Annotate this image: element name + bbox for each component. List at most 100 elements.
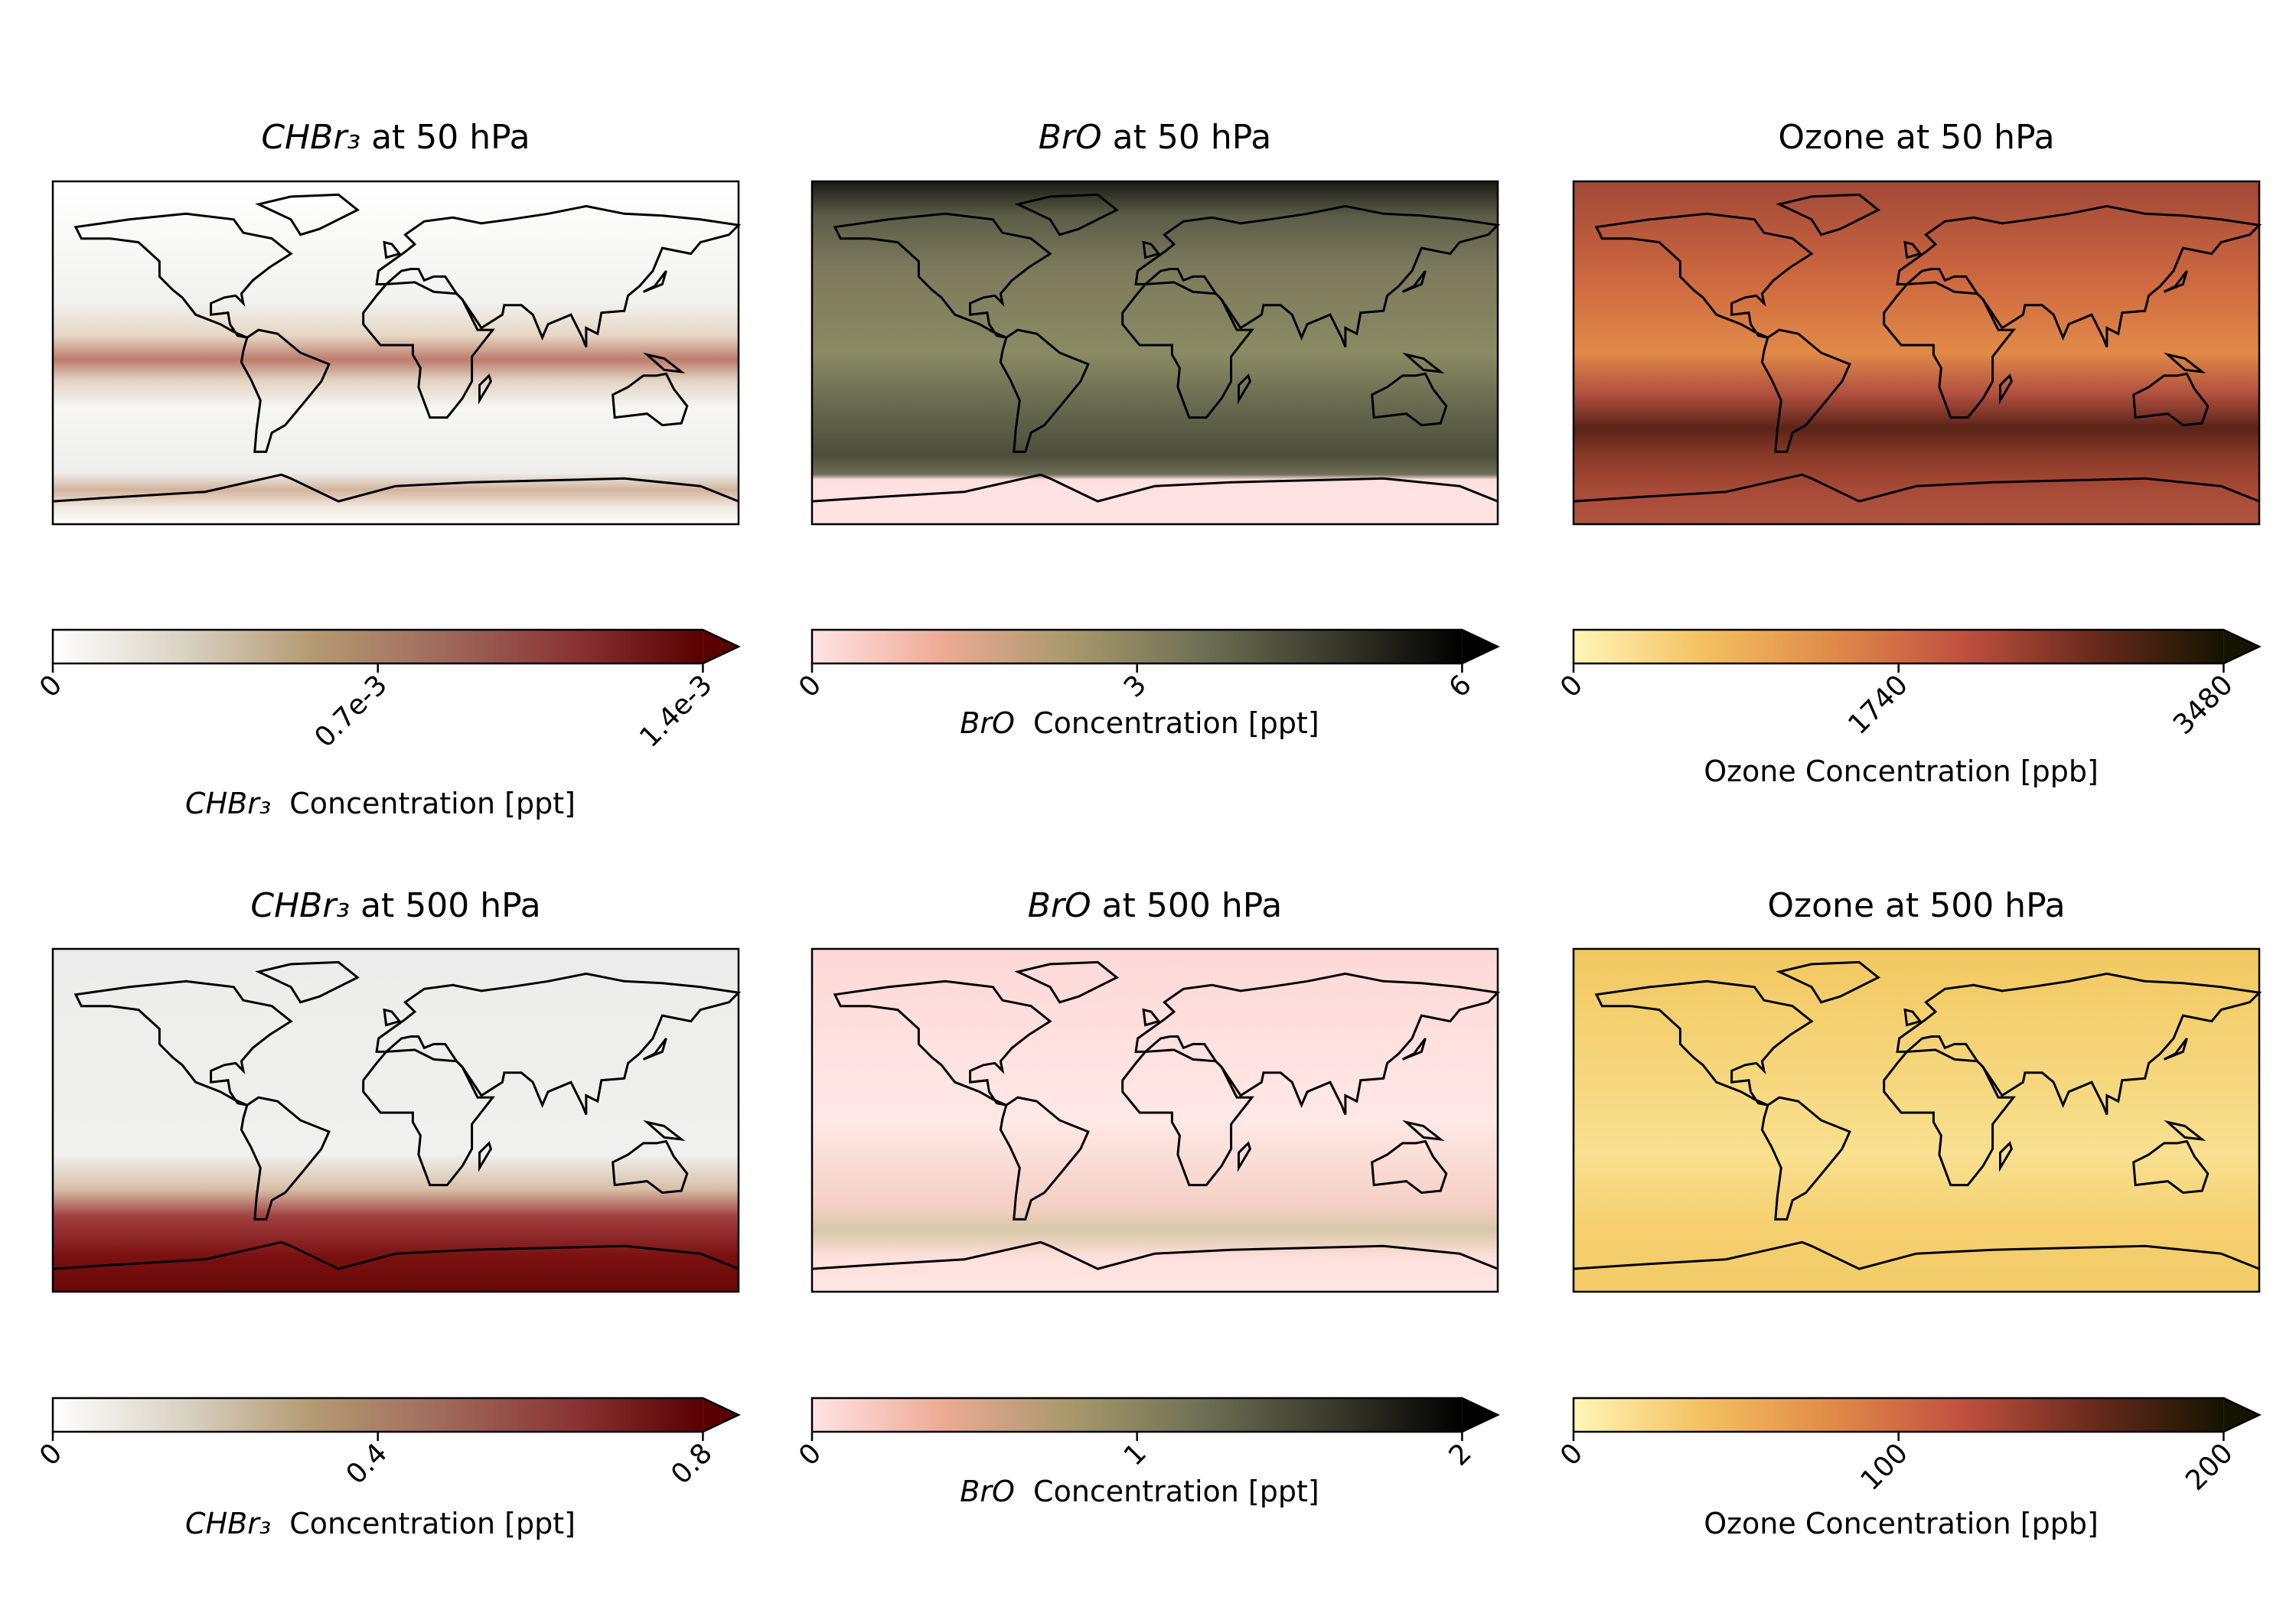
- colorbar-frame: [1572, 628, 2262, 665]
- colorbar-extension: [703, 1398, 739, 1432]
- colorbar-label-text: Concentration [ppt]: [289, 1507, 576, 1540]
- colorbar-tick-label: 200: [2180, 1437, 2239, 1497]
- colorbar-label-species: Ozone: [1704, 755, 1796, 788]
- colorbar-label-text: Concentration [ppt]: [1033, 1475, 1319, 1508]
- colorbar-extension: [1462, 1398, 1498, 1432]
- coastline: [612, 1139, 689, 1195]
- colorbar-label-text: Concentration [ppt]: [289, 787, 576, 820]
- coastline: [1594, 212, 1814, 339]
- colorbar-label-species: BrO: [960, 706, 1015, 740]
- coastline: [1903, 240, 1923, 259]
- colorbar-extension: [2223, 630, 2259, 663]
- colorbar-label-species: CHBr₃: [185, 1507, 271, 1540]
- map-frame: [1572, 180, 2261, 526]
- map-field: [53, 181, 739, 524]
- coastline: [52, 473, 739, 503]
- panel-title: CHBr₃ at 50 hPa: [261, 118, 530, 157]
- colorbar-tick-label: 0.7e-3: [309, 669, 394, 754]
- coastline: [1760, 328, 1851, 453]
- coastline: [1999, 1141, 2014, 1172]
- colorbar-label: Ozone Concentration [ppb]: [1704, 1507, 2099, 1540]
- map-frame: [51, 180, 740, 526]
- coastline: [478, 1141, 493, 1172]
- colorbar: [53, 630, 703, 663]
- coastline: [1999, 373, 2014, 405]
- title-text: at 50 hPa: [1113, 118, 1272, 157]
- panel: CHBr₃ at 50 hPa 0 0.7e-3 1.4e-3 CHBr₃ Concen…: [34, 118, 742, 820]
- coastline: [2132, 1139, 2210, 1195]
- coastline: [1134, 204, 1501, 348]
- colorbar-frame: [1572, 1397, 2262, 1433]
- coastline: [1371, 372, 1448, 427]
- panel: CHBr₃ at 500 hPa 0 0.4 0.8 CHBr₃ Concentrati…: [34, 886, 742, 1540]
- coastline: [1776, 960, 1880, 1004]
- colorbar-tick-label: 0: [793, 1437, 827, 1472]
- coastline: [73, 212, 293, 339]
- title-text: at 500 hPa: [1885, 886, 2066, 925]
- colorbar-tick-label: 100: [1854, 1437, 1914, 1497]
- panel-title: CHBr₃ at 500 hPa: [250, 886, 540, 925]
- title-species: Ozone: [1778, 118, 1885, 157]
- title-species: BrO: [1039, 118, 1102, 157]
- coastline: [2164, 352, 2206, 373]
- panel: Ozone at 50 hPa 0 1740 3480 Ozone Concentrat…: [1554, 118, 2262, 788]
- colorbar: [1574, 630, 2224, 663]
- coastline: [1896, 972, 2262, 1116]
- title-species: CHBr₃: [250, 886, 350, 925]
- panel-title: Ozone at 500 hPa: [1767, 886, 2065, 925]
- panel-title: Ozone at 50 hPa: [1778, 118, 2054, 157]
- title-text: at 50 hPa: [371, 118, 530, 157]
- colorbar-label-species: CHBr₃: [185, 787, 271, 820]
- colorbar-label: CHBr₃ Concentration [ppt]: [185, 1507, 576, 1540]
- coastline: [375, 972, 742, 1116]
- coastline: [811, 1240, 1499, 1270]
- panel: BrO at 500 hPa 0 1 2 BrO Concentration [ppt]: [793, 886, 1501, 1508]
- coastline: [999, 328, 1090, 453]
- colorbar-extension: [2223, 1398, 2259, 1432]
- coastline: [1134, 972, 1501, 1116]
- coastline: [1014, 960, 1119, 1004]
- map-field: [812, 949, 1498, 1292]
- colorbar-frame: [51, 628, 741, 665]
- colorbar-tick-label: 3: [1118, 669, 1153, 703]
- coastline: [811, 473, 1499, 503]
- coastline: [1402, 352, 1445, 373]
- colorbar: [812, 630, 1463, 663]
- coastline: [1594, 980, 1814, 1107]
- colorbar-tick-label: 1: [1118, 1437, 1153, 1472]
- coastline: [1760, 1096, 1851, 1221]
- colorbar-label-species: BrO: [960, 1475, 1015, 1508]
- coastline: [240, 1096, 331, 1221]
- map-frame: [51, 947, 740, 1293]
- coastline: [1142, 1008, 1161, 1027]
- title-species: BrO: [1028, 886, 1091, 925]
- colorbar-tick-label: 0.4: [341, 1437, 393, 1490]
- map-field: [1574, 181, 2259, 524]
- coastline: [362, 1048, 495, 1187]
- coastline: [1883, 281, 2016, 419]
- coastline: [1896, 204, 2262, 348]
- coastline: [999, 1096, 1090, 1221]
- coastline: [1903, 1008, 1923, 1027]
- colorbar-tick-label: 1.4e-3: [634, 669, 719, 754]
- colorbar-label: BrO Concentration [ppt]: [960, 706, 1319, 740]
- colorbar-extension: [1462, 630, 1498, 663]
- colorbar-frame: [51, 1397, 741, 1433]
- panel-title: BrO at 50 hPa: [1039, 118, 1272, 157]
- coastline: [383, 1008, 402, 1027]
- coastline: [643, 352, 686, 373]
- coastline: [2132, 372, 2210, 427]
- colorbar-tick-label: 2: [1443, 1437, 1478, 1472]
- coastline: [2164, 1120, 2206, 1141]
- panel: BrO at 50 hPa 0 3 6 BrO Concentration [ppt]: [793, 118, 1501, 740]
- colorbar-tick-label: 0: [1554, 669, 1589, 703]
- coastline: [833, 980, 1052, 1107]
- colorbar-extension: [703, 630, 739, 663]
- coastline: [1401, 1038, 1427, 1061]
- title-species: CHBr₃: [261, 118, 360, 157]
- colorbar: [53, 1398, 703, 1432]
- colorbar-tick-label: 0: [793, 669, 827, 703]
- panel-title: BrO at 500 hPa: [1028, 886, 1283, 925]
